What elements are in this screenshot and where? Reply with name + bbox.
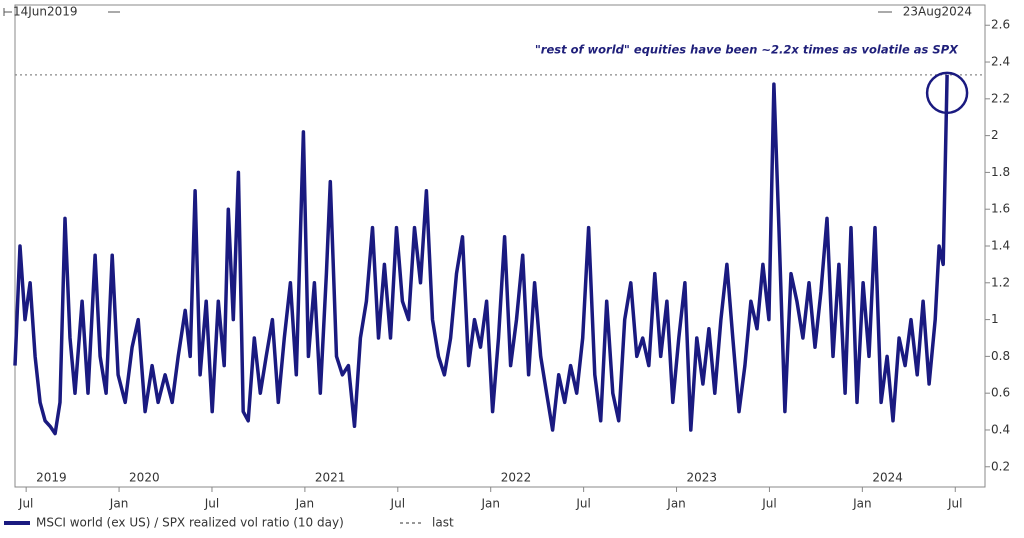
year-label: 2024 <box>872 471 903 485</box>
y-tick-label: 2.2 <box>991 91 1010 105</box>
x-tick-label: Jan <box>666 497 686 511</box>
x-tick-label: Jan <box>852 497 872 511</box>
annotation: "rest of world" equities have been ~2.2x… <box>535 43 959 57</box>
y-tick-label: 0.2 <box>991 459 1010 473</box>
x-tick-label: Jan <box>295 497 315 511</box>
x-tick-label: Jul <box>947 497 962 511</box>
x-tick-label: Jan <box>109 497 129 511</box>
y-tick-label: 2.6 <box>991 18 1010 32</box>
y-tick-label: 0.6 <box>991 386 1010 400</box>
x-tick-label: Jul <box>761 497 776 511</box>
x-tick-label: Jul <box>204 497 219 511</box>
x-tick-label: Jul <box>18 497 33 511</box>
y-tick-label: 1 <box>991 312 999 326</box>
year-label: 2022 <box>501 471 532 485</box>
year-label: 2019 <box>36 471 67 485</box>
y-tick-label: 1.2 <box>991 275 1010 289</box>
y-tick-label: 0.8 <box>991 349 1010 363</box>
x-tick-label: Jul <box>390 497 405 511</box>
year-label: 2021 <box>315 471 346 485</box>
series-line <box>13 74 949 436</box>
highlight-circle <box>925 71 969 115</box>
legend-label: last <box>432 516 454 530</box>
y-tick-label: 1.6 <box>991 202 1010 216</box>
y-tick-label: 1.8 <box>991 165 1010 179</box>
year-label: 2023 <box>687 471 718 485</box>
legend-label: MSCI world (ex US) / SPX realized vol ra… <box>36 516 344 530</box>
x-tick-label: Jan <box>480 497 500 511</box>
end-label: 23Aug2024 <box>903 5 972 19</box>
plot-frame <box>14 4 986 488</box>
start-label: 14Jun2019 <box>13 5 78 19</box>
y-tick-label: 1.4 <box>991 239 1010 253</box>
y-tick-label: 0.4 <box>991 422 1010 436</box>
y-tick-label: 2 <box>991 128 999 142</box>
year-label: 2020 <box>129 471 160 485</box>
y-tick-label: 2.4 <box>991 55 1010 69</box>
x-tick-label: Jul <box>575 497 590 511</box>
